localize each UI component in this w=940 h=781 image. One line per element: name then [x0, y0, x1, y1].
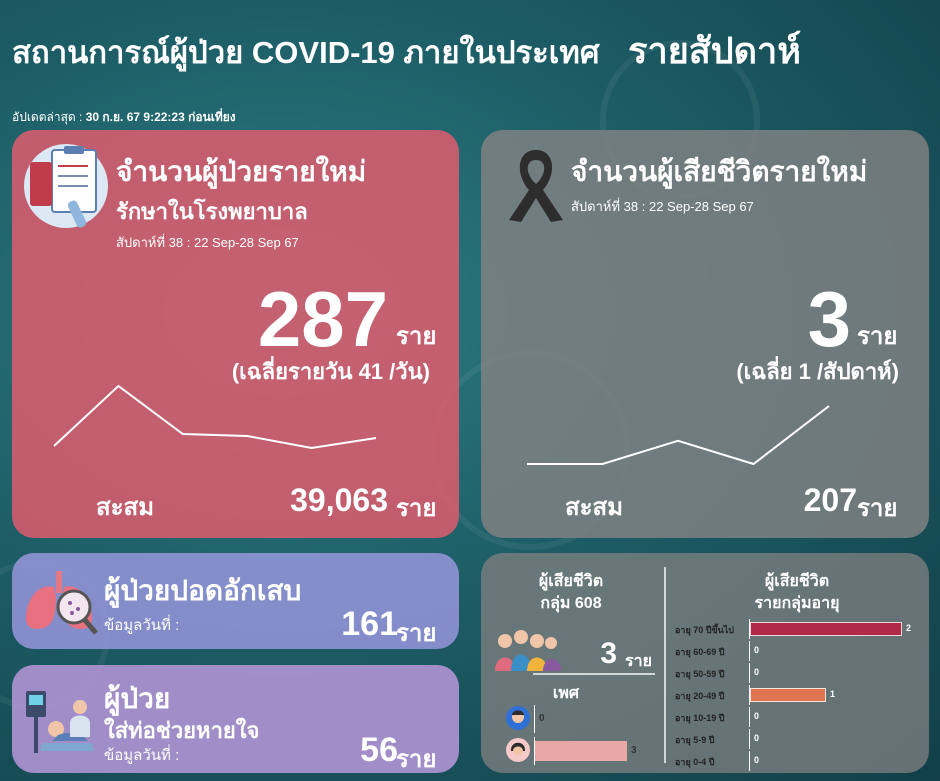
- pneumonia-data-label: ข้อมูลวันที่ :: [104, 617, 180, 634]
- pneumonia-card: ผู้ป่วยปอดอักเสบ ข้อมูลวันที่ : 161 ราย: [12, 553, 459, 649]
- age-row: อายุ 20-49 ปี 1: [675, 685, 925, 705]
- deaths-cumulative-label: สะสม: [565, 494, 624, 521]
- death-detail-card: ผู้เสียชีวิต กลุ่ม 608 3 ราย เพศ 0 3 ผู้เ…: [481, 553, 929, 773]
- age-axis: [749, 641, 750, 661]
- male-icon: [506, 706, 530, 730]
- age-value: 0: [754, 711, 760, 721]
- sex-bar: [535, 741, 627, 761]
- deaths-trend-line: [527, 405, 830, 466]
- ventilator-patient-icon: [26, 691, 94, 753]
- age-label: อายุ 0-4 ปี: [675, 757, 715, 767]
- sex-title: เพศ: [552, 685, 580, 702]
- group608-subtitle: กลุ่ม 608: [540, 595, 602, 612]
- new-cases-cumulative-label: สะสม: [96, 494, 155, 521]
- deaths-trend-chart: [527, 405, 830, 466]
- age-axis: [749, 729, 750, 749]
- new-cases-value: 287: [257, 275, 388, 363]
- black-ribbon-icon: [509, 150, 563, 222]
- age-label: อายุ 50-59 ปี: [675, 669, 725, 679]
- age-axis: [749, 619, 750, 639]
- age-axis: [749, 707, 750, 727]
- age-row: อายุ 0-4 ปี 0: [675, 751, 925, 771]
- deaths-value: 3: [807, 275, 851, 363]
- new-cases-week: สัปดาห์ที่ 38 : 22 Sep-28 Sep 67: [116, 235, 299, 250]
- age-label: อายุ 60-69 ปี: [675, 647, 725, 657]
- hospital-clipboard-icon: [24, 144, 108, 228]
- new-cases-cumulative-value: 39,063: [290, 482, 388, 518]
- age-label: อายุ 10-19 ปี: [675, 713, 725, 723]
- page-title: สถานการณ์ผู้ป่วย COVID-19 ภายในประเทศ รา…: [12, 22, 801, 79]
- age-value: 2: [906, 623, 912, 633]
- deaths-title: จำนวนผู้เสียชีวิตรายใหม่: [571, 156, 868, 187]
- ventilator-card: ผู้ป่วย ใส่ท่อช่วยหายใจ ข้อมูลวันที่ : 5…: [12, 665, 459, 773]
- pneumonia-value: 161: [341, 605, 398, 643]
- age-bar: [750, 688, 826, 702]
- deaths-week: สัปดาห์ที่ 38 : 22 Sep-28 Sep 67: [571, 199, 754, 214]
- age-axis: [749, 663, 750, 683]
- ventilator-value: 56: [360, 731, 398, 769]
- deaths-cumulative-unit: ราย: [857, 495, 898, 522]
- age-value: 0: [754, 667, 760, 677]
- new-cases-subtitle: รักษาในโรงพยาบาล: [116, 199, 308, 224]
- age-bar: [750, 622, 902, 636]
- ventilator-data-label: ข้อมูลวันที่ :: [104, 747, 180, 764]
- age-row: อายุ 50-59 ปี 0: [675, 663, 925, 683]
- deaths-cumulative-value: 207: [803, 482, 857, 518]
- elderly-group-icon: [495, 630, 561, 671]
- female-icon: [506, 738, 530, 762]
- new-cases-title: จำนวนผู้ป่วยรายใหม่: [116, 156, 367, 187]
- deaths-card: จำนวนผู้เสียชีวิตรายใหม่ สัปดาห์ที่ 38 :…: [481, 130, 929, 538]
- sex-value: 0: [539, 713, 545, 724]
- pneumonia-unit: ราย: [396, 620, 437, 647]
- age-row: อายุ 60-69 ปี 0: [675, 641, 925, 661]
- age-axis: [749, 685, 750, 705]
- age-row: อายุ 10-19 ปี 0: [675, 707, 925, 727]
- pneumonia-title: ผู้ป่วยปอดอักเสบ: [104, 575, 302, 606]
- new-cases-unit: ราย: [396, 323, 437, 350]
- sex-axis: [534, 705, 535, 733]
- last-updated-value: 30 ก.ย. 67 9:22:23 ก่อนเที่ยง: [85, 110, 236, 124]
- last-updated: อัปเดตล่าสุด : 30 ก.ย. 67 9:22:23 ก่อนเท…: [12, 108, 236, 127]
- age-label: อายุ 20-49 ปี: [675, 691, 725, 701]
- group608-title: ผู้เสียชีวิต: [538, 573, 604, 590]
- age-title: ผู้เสียชีวิต: [764, 573, 830, 590]
- new-cases-trend-line: [53, 384, 377, 450]
- last-updated-label: อัปเดตล่าสุด :: [12, 110, 83, 124]
- lungs-icon: [26, 571, 98, 635]
- age-row: อายุ 5-9 ปี 0: [675, 729, 925, 749]
- age-label: อายุ 70 ปีขึ้นไป: [675, 625, 735, 635]
- deaths-unit: ราย: [857, 323, 898, 350]
- new-cases-card: จำนวนผู้ป่วยรายใหม่ รักษาในโรงพยาบาล สัป…: [12, 130, 459, 538]
- page-title-main: สถานการณ์ผู้ป่วย COVID-19 ภายในประเทศ: [12, 35, 600, 70]
- ventilator-subtitle: ใส่ท่อช่วยหายใจ: [104, 718, 260, 743]
- sex-value: 3: [631, 745, 637, 756]
- detail-divider: [664, 567, 666, 763]
- age-value: 0: [754, 733, 760, 743]
- new-cases-trend-chart: [53, 384, 377, 450]
- page-title-weekly: รายสัปดาห์: [628, 30, 801, 71]
- group608-unit: ราย: [625, 653, 652, 670]
- deaths-average: (เฉลี่ย 1 /สัปดาห์): [736, 359, 899, 384]
- new-cases-average: (เฉลี่ยรายวัน 41 /วัน): [231, 359, 430, 384]
- sex-axis: [534, 737, 535, 765]
- age-row: อายุ 70 ปีขึ้นไป 2: [675, 619, 925, 639]
- age-label: อายุ 5-9 ปี: [675, 735, 715, 745]
- ventilator-title: ผู้ป่วย: [104, 683, 171, 714]
- age-axis: [749, 751, 750, 771]
- group608-value: 3: [600, 637, 617, 670]
- group608-underline: [533, 673, 655, 675]
- age-subtitle: รายกลุ่มอายุ: [754, 595, 840, 612]
- age-value: 1: [830, 689, 836, 699]
- new-cases-cumulative-unit: ราย: [396, 495, 437, 522]
- age-value: 0: [754, 645, 760, 655]
- ventilator-unit: ราย: [396, 746, 437, 773]
- age-value: 0: [754, 755, 760, 765]
